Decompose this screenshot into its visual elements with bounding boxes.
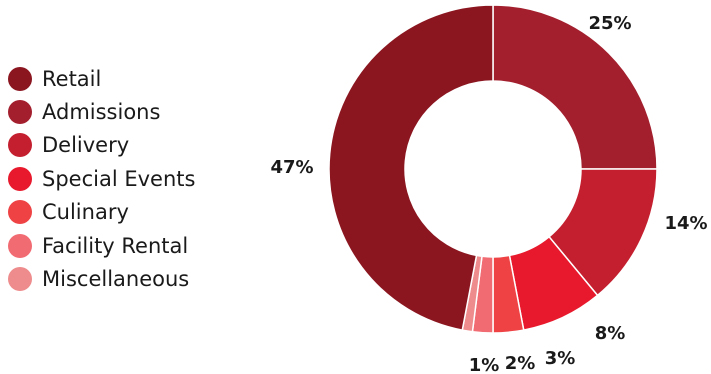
legend-item-miscellaneous: Miscellaneous [8,262,195,295]
value-label-admissions: 25% [588,13,631,34]
slice-retail [328,4,494,331]
value-label-culinary: 3% [545,348,576,369]
legend-label-facility-rental: Facility Rental [42,233,189,258]
value-label-miscellaneous: 1% [469,355,500,374]
legend-label-retail: Retail [42,66,102,91]
legend-item-delivery: Delivery [8,129,195,162]
legend-item-culinary: Culinary [8,196,195,229]
slice-admissions [492,4,658,170]
legend-label-special-events: Special Events [42,166,196,191]
legend-label-culinary: Culinary [42,200,129,225]
value-label-retail: 47% [270,157,313,178]
legend-swatch-special-events [8,166,32,191]
value-label-delivery: 14% [664,213,707,234]
value-label-special-events: 8% [595,323,626,344]
legend-swatch-retail [8,66,32,91]
legend-swatch-facility-rental [8,233,32,258]
legend-swatch-culinary [8,200,32,225]
value-label-facility-rental: 2% [505,353,536,374]
legend-label-delivery: Delivery [42,133,130,158]
legend-label-miscellaneous: Miscellaneous [42,267,190,292]
legend-swatch-delivery [8,133,32,158]
legend-swatch-miscellaneous [8,267,32,292]
legend-item-retail: Retail [8,62,195,95]
legend-item-special-events: Special Events [8,162,195,195]
legend-item-facility-rental: Facility Rental [8,229,195,262]
legend-label-admissions: Admissions [42,100,161,125]
legend-swatch-admissions [8,100,32,125]
legend: Retail Admissions Delivery Special Events Cu… [8,62,195,296]
legend-item-admissions: Admissions [8,95,195,128]
